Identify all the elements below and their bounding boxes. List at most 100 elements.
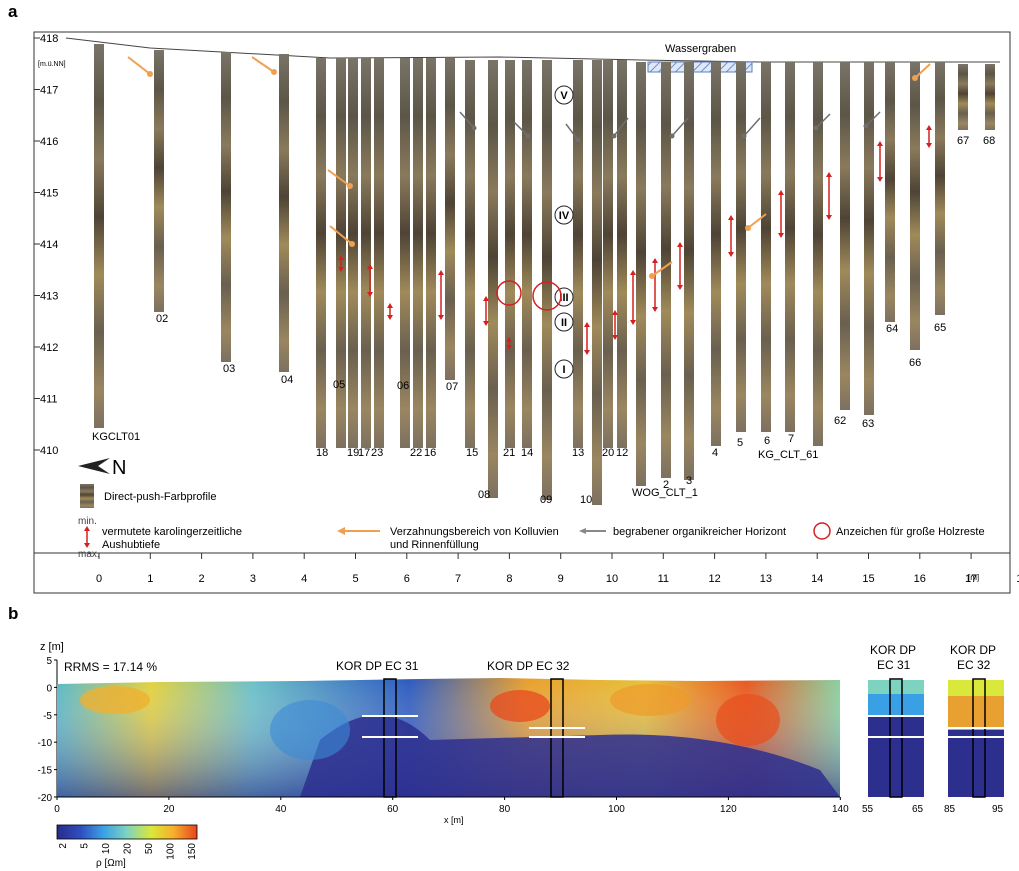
core-profile: [316, 58, 326, 448]
core-label: 62: [834, 415, 846, 427]
inset1-title-1: KOR DP: [870, 643, 916, 657]
organic-arrow: [743, 117, 761, 137]
colorbar-tick: 50: [144, 843, 155, 855]
inset-ec31: KOR DP EC 31 55 65: [862, 643, 924, 815]
core-profile: [336, 58, 346, 448]
z-tick-label: -5: [43, 711, 52, 722]
horizon-label: III: [559, 292, 568, 304]
legend-organic: begrabener organikreicher Horizont: [613, 526, 786, 538]
colorbar-tick: 20: [123, 843, 134, 855]
x-unit-label: [m]: [968, 573, 979, 582]
colorbar-label: ρ [Ωm]: [96, 858, 126, 869]
inset2-title-2: EC 32: [957, 658, 991, 672]
core-profile: [374, 58, 384, 448]
x-tick-label: 16: [914, 573, 926, 585]
core-profiles: [94, 44, 995, 505]
horizon-marker: [554, 312, 574, 332]
core-profile: [864, 62, 874, 415]
x-tick-label-b: 80: [499, 804, 511, 815]
x-tick-label: 0: [96, 573, 102, 585]
organic-arrow: [815, 113, 831, 129]
core-profile: [711, 62, 721, 446]
core-label: 13: [572, 447, 584, 459]
x-axis-ticks: 0123456789101112131415161718: [96, 553, 1019, 585]
core-label: 5: [737, 437, 743, 449]
interlock-arrows: [127, 56, 931, 279]
core-profile: [636, 62, 646, 486]
x-tick-label-b: 140: [832, 804, 849, 815]
inset1-x0: 55: [862, 804, 874, 815]
core-profile: [221, 52, 231, 362]
y-tick-label: 418: [40, 33, 58, 45]
colorbar-ticks: 2 5 10 20 50 100 150: [58, 843, 198, 860]
core-label: 14: [521, 447, 533, 459]
legend-profiles: Direct-push-Farbprofile: [104, 491, 216, 503]
interlock-arrow: [329, 225, 353, 245]
z-tick-label: 5: [46, 656, 52, 667]
x-tick-label-b: 20: [163, 804, 175, 815]
legend-depth-1: vermutete karolingerzeitliche: [102, 526, 242, 538]
north-arrow: N: [78, 457, 126, 479]
x-tick-label: 11: [658, 573, 669, 585]
horizon-marker: [554, 85, 574, 105]
core-profile: [785, 62, 795, 432]
x-tick-label: 15: [862, 573, 874, 585]
legend-max: max.: [78, 549, 100, 560]
core-label: 06: [397, 380, 409, 392]
x-tick-label: 5: [352, 573, 358, 585]
core-profile: [361, 58, 371, 448]
core-profile: [592, 60, 602, 505]
z-axis-ticks: 5 0 -5 -10 -15 -20: [38, 656, 57, 804]
y-tick-label: 417: [40, 85, 58, 97]
legend-wood-circle: [813, 522, 831, 540]
colorbar: 2 5 10 20 50 100 150 ρ [Ωm]: [56, 824, 198, 869]
core-label: 66: [909, 357, 921, 369]
z-tick-label: -10: [38, 738, 53, 749]
core-label: KG_CLT_61: [758, 449, 818, 461]
x-tick-label: 14: [811, 573, 823, 585]
core-label: 15: [466, 447, 478, 459]
y-tick-label: 411: [40, 394, 58, 406]
core-label: 7: [788, 433, 794, 445]
x-axis-label-b: x [m]: [444, 815, 464, 825]
inset1-x1: 65: [912, 804, 924, 815]
legend-interlock-2: und Rinnenfüllung: [390, 539, 479, 551]
horizon-marker: [554, 205, 574, 225]
panel-a-letter: a: [8, 2, 18, 21]
core-label: 64: [886, 323, 898, 335]
x-tick-label: 1: [147, 573, 153, 585]
inset2-x0: 85: [944, 804, 956, 815]
x-tick-label: 10: [606, 573, 618, 585]
core-label: 08: [478, 489, 490, 501]
legend-interlock-1: Verzahnungsbereich von Kolluvien: [390, 526, 559, 538]
core-label: 63: [862, 418, 874, 430]
core-profile: [617, 60, 627, 448]
core-profile: [542, 60, 552, 500]
borehole-ec32-label: KOR DP EC 32: [487, 659, 570, 673]
x-tick-label: 18: [1016, 573, 1019, 585]
inset1-title-2: EC 31: [877, 658, 911, 672]
interlock-arrow: [747, 213, 767, 229]
colorbar-tick: 10: [101, 843, 112, 855]
core-profile: [522, 60, 532, 448]
x-tick-label-b: 120: [720, 804, 737, 815]
core-label: 05: [333, 379, 345, 391]
core-label: 65: [934, 322, 946, 334]
core-profile: [445, 58, 455, 380]
z-tick-label: 0: [46, 683, 52, 694]
core-label: 3: [686, 475, 692, 487]
core-label: 67: [957, 135, 969, 147]
y-tick-label: 412: [40, 342, 58, 354]
x-tick-label: 7: [455, 573, 461, 585]
organic-arrow: [459, 111, 475, 129]
core-profile: [426, 58, 436, 448]
core-profile: [413, 58, 423, 448]
core-profile: [94, 44, 104, 428]
core-label: 23: [371, 447, 383, 459]
core-profile: [935, 62, 945, 315]
x-tick-label: 8: [506, 573, 512, 585]
z-tick-label: -20: [38, 793, 53, 804]
borehole-ec31-label: KOR DP EC 31: [336, 659, 419, 673]
